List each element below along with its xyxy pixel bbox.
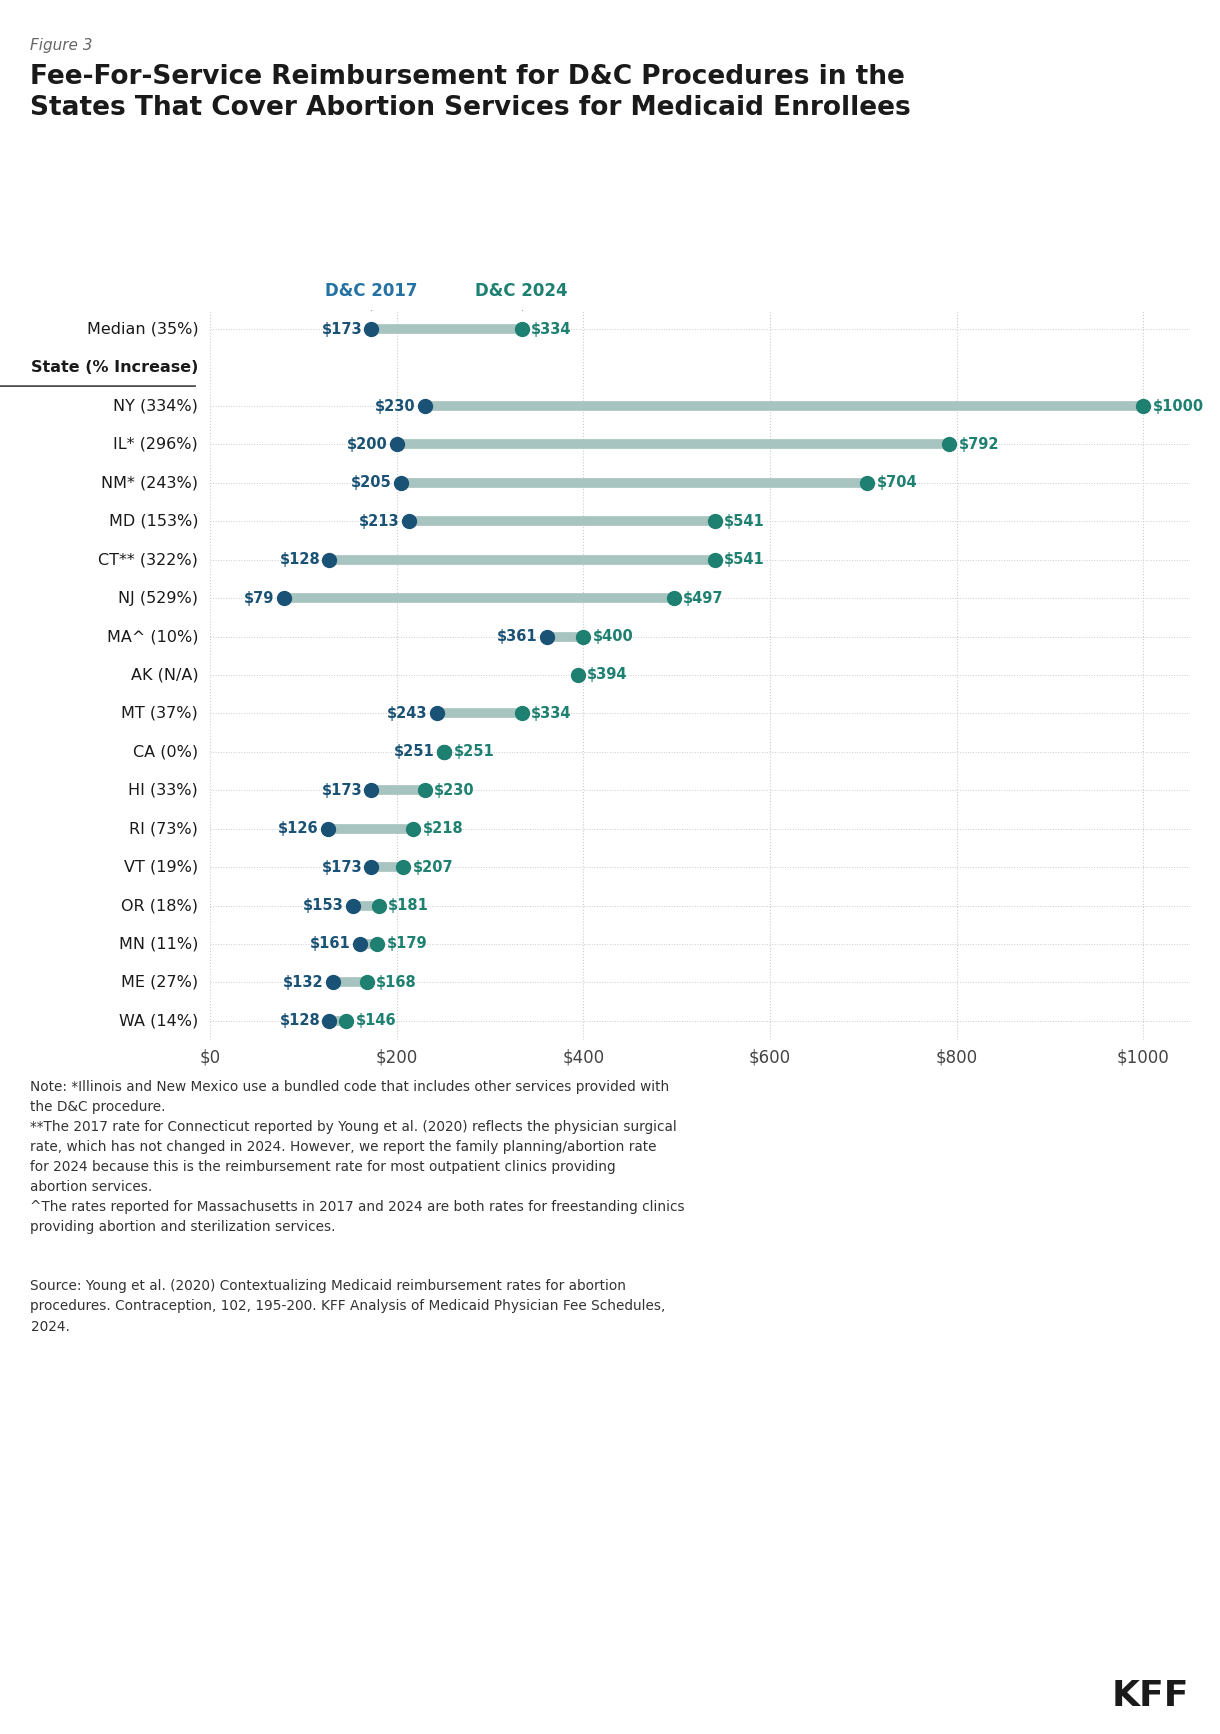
Text: $79: $79 [244,591,274,605]
Point [434,739,454,766]
Text: $251: $251 [454,744,494,759]
Point [415,777,434,805]
Text: WA (14%): WA (14%) [120,1013,198,1028]
Text: $792: $792 [959,437,999,453]
Text: $205: $205 [351,475,392,491]
Text: KFF: KFF [1111,1679,1190,1713]
Point [939,430,959,458]
Text: RI (73%): RI (73%) [129,822,198,836]
Text: $361: $361 [497,629,538,643]
Text: NM* (243%): NM* (243%) [101,475,198,491]
Text: $334: $334 [531,323,571,336]
Point [320,1007,339,1035]
Point [1133,392,1153,420]
Text: $173: $173 [322,860,362,874]
Point [573,623,593,650]
Text: $704: $704 [876,475,917,491]
Point [512,316,532,343]
Point [392,468,411,496]
Point [323,969,343,997]
Text: MT (37%): MT (37%) [122,706,198,721]
Point [318,815,338,843]
Text: $146: $146 [355,1013,396,1028]
Point [361,853,381,881]
Point [343,891,362,919]
Text: CT** (322%): CT** (322%) [99,551,198,567]
Text: VT (19%): VT (19%) [124,860,198,874]
Text: $128: $128 [279,551,320,567]
Text: IL* (296%): IL* (296%) [113,437,198,453]
Text: $179: $179 [387,936,427,952]
Text: OR (18%): OR (18%) [121,898,198,914]
Point [705,546,725,574]
Text: State (% Increase): State (% Increase) [30,361,198,375]
Text: $126: $126 [278,822,318,836]
Text: MD (153%): MD (153%) [109,513,198,529]
Text: $213: $213 [359,513,399,529]
Text: AK (N/A): AK (N/A) [131,668,198,683]
Point [361,777,381,805]
Point [274,584,294,612]
Text: $497: $497 [683,591,723,605]
Point [427,699,447,727]
Point [361,316,381,343]
Text: ME (27%): ME (27%) [121,975,198,990]
Text: $541: $541 [725,513,765,529]
Point [537,623,556,650]
Point [393,853,412,881]
Point [320,546,339,574]
Point [399,508,418,536]
Text: $181: $181 [388,898,429,914]
Point [357,969,377,997]
Point [337,1007,356,1035]
Text: HI (33%): HI (33%) [128,782,198,798]
Text: Note: *Illinois and New Mexico use a bundled code that includes other services p: Note: *Illinois and New Mexico use a bun… [30,1080,686,1235]
Text: Source: Young et al. (2020) Contextualizing Medicaid reimbursement rates for abo: Source: Young et al. (2020) Contextualiz… [30,1280,666,1333]
Point [404,815,423,843]
Text: $200: $200 [346,437,387,453]
Text: $132: $132 [283,975,323,990]
Text: Median (35%): Median (35%) [87,323,198,336]
Text: D&C 2017: D&C 2017 [326,281,417,300]
Text: NJ (529%): NJ (529%) [118,591,198,605]
Text: CA (0%): CA (0%) [133,744,198,759]
Text: $230: $230 [375,399,415,413]
Text: $173: $173 [322,323,362,336]
Point [858,468,877,496]
Point [569,661,588,688]
Text: $161: $161 [310,936,351,952]
Text: MN (11%): MN (11%) [118,936,198,952]
Point [387,430,406,458]
Text: D&C 2024: D&C 2024 [476,281,569,300]
Point [512,699,532,727]
Point [434,739,454,766]
Text: $394: $394 [587,668,627,683]
Text: $168: $168 [376,975,417,990]
Text: $334: $334 [531,706,571,721]
Text: $1000: $1000 [1153,399,1204,413]
Text: NY (334%): NY (334%) [113,399,198,413]
Text: $400: $400 [593,629,633,643]
Text: $218: $218 [423,822,464,836]
Text: Figure 3: Figure 3 [30,38,93,54]
Point [705,508,725,536]
Point [664,584,683,612]
Text: $243: $243 [387,706,427,721]
Text: $207: $207 [412,860,453,874]
Text: $251: $251 [394,744,436,759]
Point [415,392,434,420]
Text: MA^ (10%): MA^ (10%) [106,629,198,643]
Text: $541: $541 [725,551,765,567]
Point [370,891,389,919]
Text: Fee-For-Service Reimbursement for D&C Procedures in the
States That Cover Aborti: Fee-For-Service Reimbursement for D&C Pr… [30,64,911,121]
Point [367,929,387,957]
Point [350,929,370,957]
Text: $173: $173 [322,782,362,798]
Text: $128: $128 [279,1013,320,1028]
Text: $153: $153 [303,898,344,914]
Text: $230: $230 [434,782,475,798]
